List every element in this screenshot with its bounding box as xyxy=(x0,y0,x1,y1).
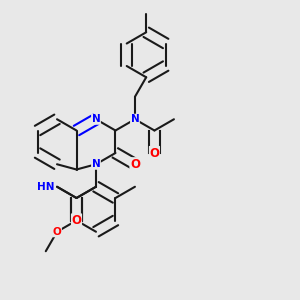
Text: HN: HN xyxy=(37,182,54,192)
Text: O: O xyxy=(52,227,62,237)
Text: O: O xyxy=(149,146,159,160)
Text: O: O xyxy=(71,214,82,227)
Text: O: O xyxy=(130,158,140,171)
Text: N: N xyxy=(92,159,100,169)
Text: N: N xyxy=(92,114,100,124)
Text: N: N xyxy=(130,114,139,124)
